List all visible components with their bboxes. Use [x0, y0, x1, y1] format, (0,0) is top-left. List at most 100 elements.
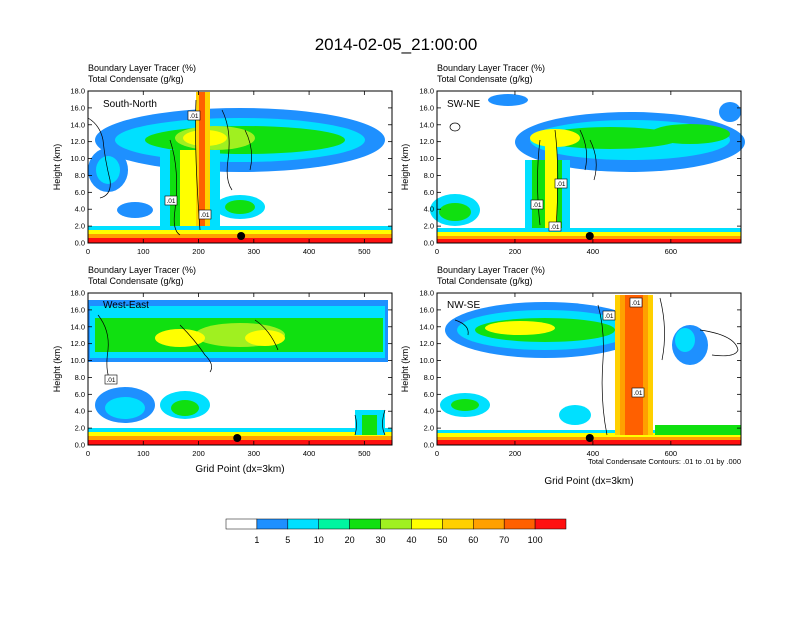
x-tick-label: 200: [509, 449, 522, 458]
panel-1-ylabel: Height (km): [52, 144, 62, 191]
panel-3-location-marker: [233, 434, 241, 442]
y-tick-label: 18.0: [419, 87, 434, 96]
panel-2-header-line1: Boundary Layer Tracer (%): [437, 63, 545, 73]
x-tick-label: 300: [248, 449, 261, 458]
figure-title: 2014-02-05_21:00:00: [315, 35, 478, 54]
x-tick-label: 500: [358, 247, 371, 256]
panel-2-ylabel: Height (km): [400, 144, 410, 191]
panel-4-xlabel: Grid Point (dx=3km): [544, 476, 633, 487]
y-tick-label: 8.0: [75, 373, 85, 382]
contour-label: .01: [166, 198, 175, 205]
panel-2-heatmap: [430, 91, 745, 243]
colorbar-swatch: [381, 519, 412, 529]
x-tick-label: 100: [137, 247, 150, 256]
colorbar-label: 40: [406, 535, 416, 545]
y-tick-label: 0.0: [75, 441, 85, 450]
y-tick-label: 16.0: [419, 305, 434, 314]
x-tick-label: 0: [86, 247, 90, 256]
panel-1-heatmap: [88, 91, 392, 243]
panel-4-name: NW-SE: [447, 300, 480, 311]
panel-3-name: West-East: [103, 300, 149, 311]
panel-1-header-line1: Boundary Layer Tracer (%): [88, 63, 196, 73]
y-tick-label: 8.0: [424, 171, 434, 180]
y-tick-label: 4.0: [424, 205, 434, 214]
x-tick-label: 200: [192, 247, 205, 256]
y-tick-label: 6.0: [424, 390, 434, 399]
panel-2-name: SW-NE: [447, 99, 480, 110]
y-tick-label: 6.0: [75, 188, 85, 197]
panel-3-contour-labels: .01: [105, 375, 117, 384]
y-tick-label: 6.0: [424, 188, 434, 197]
y-tick-label: 2.0: [424, 222, 434, 231]
colorbar-swatch: [319, 519, 350, 529]
colorbar-label: 70: [499, 535, 509, 545]
contour-label: .01: [189, 113, 198, 120]
panel-sw-ne: Boundary Layer Tracer (%) Total Condensa…: [400, 63, 745, 256]
x-tick-label: 300: [248, 247, 261, 256]
y-tick-label: 4.0: [75, 407, 85, 416]
colorbar-label: 100: [528, 535, 543, 545]
y-tick-label: 14.0: [419, 322, 434, 331]
colorbar-swatch: [411, 519, 442, 529]
panel-4-ylabel: Height (km): [400, 346, 410, 393]
panel-south-north: Boundary Layer Tracer (%) Total Condensa…: [52, 63, 392, 256]
contour-note: Total Condensate Contours: .01 to .01 by…: [588, 457, 741, 466]
contour-label: .01: [631, 300, 640, 307]
panel-3-xlabel: Grid Point (dx=3km): [195, 464, 284, 475]
x-tick-label: 200: [509, 247, 522, 256]
panel-3-heatmap: [88, 293, 392, 445]
panel-4-location-marker: [586, 434, 594, 442]
contour-label: .01: [532, 202, 541, 209]
y-tick-label: 14.0: [70, 120, 85, 129]
colorbar: 1 5 10 20 30 40 50 60 70 100: [226, 519, 566, 545]
y-tick-label: 8.0: [424, 373, 434, 382]
y-tick-label: 6.0: [75, 390, 85, 399]
contour-label: .01: [604, 313, 613, 320]
colorbar-swatch: [504, 519, 535, 529]
y-tick-label: 0.0: [424, 441, 434, 450]
y-tick-label: 18.0: [70, 289, 85, 298]
panel-1-header-line2: Total Condensate (g/kg): [88, 74, 184, 84]
x-tick-label: 600: [665, 449, 678, 458]
panel-1-location-marker: [237, 232, 245, 240]
contour-label: .01: [556, 181, 565, 188]
panel-4-header-line1: Boundary Layer Tracer (%): [437, 265, 545, 275]
panel-4-header-line2: Total Condensate (g/kg): [437, 276, 533, 286]
y-tick-label: 2.0: [424, 424, 434, 433]
y-tick-label: 12.0: [419, 137, 434, 146]
contour-label: .01: [106, 377, 115, 384]
panel-nw-se: Boundary Layer Tracer (%) Total Condensa…: [400, 265, 741, 487]
y-tick-label: 16.0: [70, 103, 85, 112]
colorbar-swatch: [442, 519, 473, 529]
panel-3-ylabel: Height (km): [52, 346, 62, 393]
panel-1-name: South-North: [103, 99, 157, 110]
colorbar-swatch: [535, 519, 566, 529]
x-tick-label: 400: [587, 449, 600, 458]
colorbar-label: 1: [254, 535, 259, 545]
y-tick-label: 10.0: [70, 154, 85, 163]
contour-label: .01: [550, 224, 559, 231]
x-tick-label: 400: [303, 449, 316, 458]
y-tick-label: 14.0: [70, 322, 85, 331]
x-tick-label: 200: [192, 449, 205, 458]
colorbar-label: 10: [314, 535, 324, 545]
colorbar-swatch: [257, 519, 288, 529]
y-tick-label: 8.0: [75, 171, 85, 180]
colorbar-swatch: [350, 519, 381, 529]
panel-west-east: Boundary Layer Tracer (%) Total Condensa…: [52, 265, 392, 475]
colorbar-label: 20: [345, 535, 355, 545]
colorbar-swatch: [226, 519, 257, 529]
panel-3-header-line2: Total Condensate (g/kg): [88, 276, 184, 286]
y-tick-label: 2.0: [75, 222, 85, 231]
colorbar-swatch: [473, 519, 504, 529]
panel-3-header-line1: Boundary Layer Tracer (%): [88, 265, 196, 275]
x-tick-label: 100: [137, 449, 150, 458]
y-tick-label: 10.0: [419, 356, 434, 365]
x-tick-label: 0: [86, 449, 90, 458]
y-tick-label: 10.0: [419, 154, 434, 163]
y-tick-label: 12.0: [70, 137, 85, 146]
x-tick-label: 0: [435, 449, 439, 458]
colorbar-label: 30: [376, 535, 386, 545]
y-tick-label: 18.0: [419, 289, 434, 298]
